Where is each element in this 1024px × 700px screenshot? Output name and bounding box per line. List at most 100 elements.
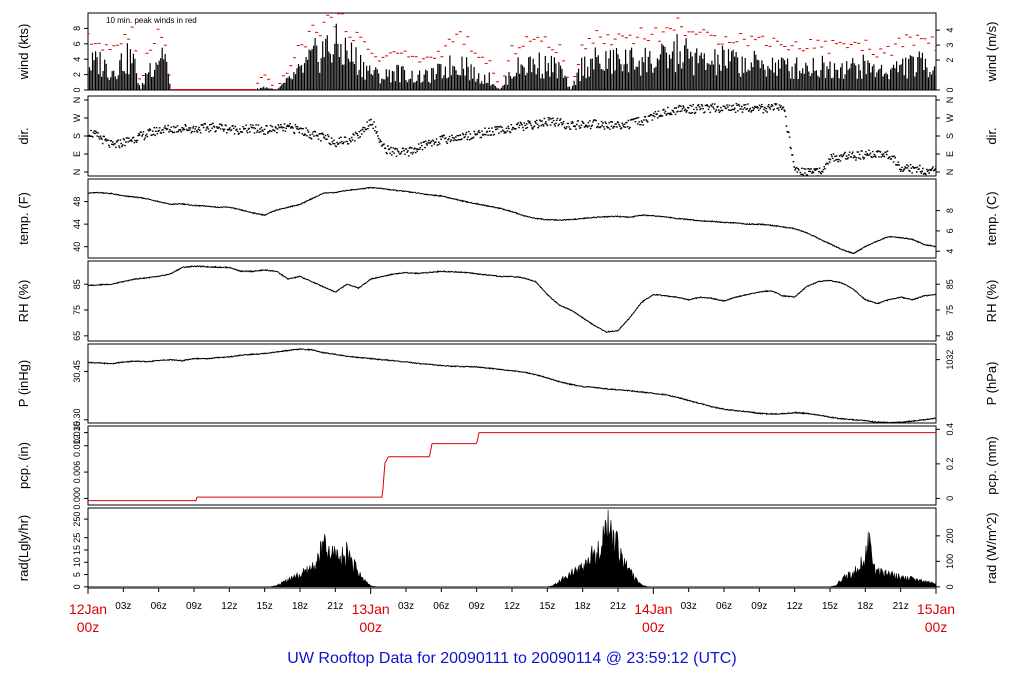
ylabel-left: RH (%): [16, 280, 31, 323]
y-tick-label-left: 65: [72, 331, 82, 341]
y-tick-label-left: 30.30: [72, 409, 82, 432]
y-tick-label-right: 4: [945, 249, 955, 254]
panel-frame: [87, 507, 937, 589]
ylabel-right: dir.: [984, 127, 999, 144]
x-tick-label: 09z: [751, 601, 767, 612]
panel-data: [88, 348, 936, 423]
y-tick-label-left: S: [72, 133, 82, 139]
x-tick-label: 06z: [433, 601, 449, 612]
y-tick-label-right: 65: [945, 331, 955, 341]
y-tick-label-left: 5: [72, 572, 82, 577]
y-tick-label-right: 75: [945, 305, 955, 315]
x-tick-label: 21z: [610, 601, 626, 612]
x-day-label: 13Jan: [352, 601, 390, 617]
x-day-sublabel: 00z: [359, 619, 382, 635]
y-tick-label-left: 30.45: [72, 360, 82, 383]
y-tick-label-right: N: [945, 169, 955, 176]
y-tick-label-left: 0: [72, 584, 82, 589]
x-tick-label: 06z: [716, 601, 732, 612]
y-tick-label-right: 200: [945, 528, 955, 543]
panel-frame: [87, 260, 937, 342]
y-tick-label-right: 85: [945, 279, 955, 289]
panel-data: [88, 186, 936, 255]
y-tick-label-right: 0: [945, 584, 955, 589]
y-tick-label-left: 0.015: [72, 421, 82, 444]
panel-data: [88, 265, 936, 334]
panel-data: [88, 509, 936, 588]
x-tick-label: 12z: [221, 601, 237, 612]
panel-radiation: rad(Lgly/hr) rad (W/m^2) 0 5 10 15 25 250 0 100 20…: [16, 507, 999, 589]
panel-frame: [87, 425, 937, 506]
panel-rh: RH (%) RH (%) 65 75 85 65 75 85: [16, 260, 999, 342]
panel-data: [88, 432, 936, 502]
y-tick-label-right: E: [945, 151, 955, 157]
precip-series-line: [88, 432, 936, 502]
y-tick-label-left: 6: [72, 41, 82, 46]
y-tick-label-right: N: [945, 97, 955, 104]
x-tick-label: 12z: [787, 601, 803, 612]
y-tick-label-right: 0.4: [945, 423, 955, 436]
y-tick-label-right: S: [945, 133, 955, 139]
pressure-series-line: [88, 348, 936, 423]
x-tick-label: 21z: [327, 601, 343, 612]
y-tick-label-left: 8: [72, 26, 82, 31]
y-tick-label-right: 100: [945, 554, 955, 569]
ylabel-left: dir.: [16, 127, 31, 144]
y-tick-label-left: 15: [72, 545, 82, 555]
y-tick-label-left: 2: [72, 72, 82, 77]
x-tick-label: 21z: [893, 601, 909, 612]
y-tick-label-left: 44: [72, 219, 82, 229]
ylabel-left: wind (kts): [16, 24, 31, 81]
ylabel-right: rad (W/m^2): [984, 512, 999, 583]
x-tick-label: 09z: [469, 601, 485, 612]
x-tick-label: 15z: [539, 601, 555, 612]
x-day-sublabel: 00z: [642, 619, 665, 635]
y-tick-label-left: 0.012: [72, 434, 82, 457]
x-tick-label: 03z: [398, 601, 414, 612]
x-tick-label: 18z: [292, 601, 308, 612]
x-day-sublabel: 00z: [925, 619, 948, 635]
wind-calm-line: [140, 88, 573, 90]
rh-series-line: [88, 265, 936, 334]
ylabel-right: temp. (C): [984, 191, 999, 245]
panel-pressure: P (inHg) P (hPa) 30.30 30.45 1032: [16, 343, 999, 432]
panel-frame: [87, 343, 937, 424]
x-day-label: 14Jan: [634, 601, 672, 617]
wind-peak-marks: [88, 13, 936, 86]
panel-data: [88, 13, 936, 90]
panel-frame: [87, 178, 937, 259]
x-day-label: 15Jan: [917, 601, 955, 617]
panel-wind: wind (kts) wind (m/s) 0 2 4 6 8 0 2 3 4 10 min. pea…: [16, 12, 999, 93]
panel-annotation: 10 min. peak winds in red: [106, 16, 197, 25]
y-tick-label-left: 85: [72, 279, 82, 289]
y-tick-label-left: 250: [72, 512, 82, 527]
y-tick-label-right: 4: [945, 28, 955, 33]
ylabel-right: pcp. (mm): [984, 436, 999, 495]
ylabel-left: pcp. (in): [16, 442, 31, 489]
y-tick-label-right: 3: [945, 43, 955, 48]
x-tick-label: 03z: [681, 601, 697, 612]
y-tick-label-right: 8: [945, 208, 955, 213]
radiation-area: [88, 509, 936, 588]
x-tick-label: 15z: [822, 601, 838, 612]
y-tick-label-left: 75: [72, 305, 82, 315]
y-tick-label-left: 40: [72, 242, 82, 252]
x-tick-label: 03z: [115, 601, 131, 612]
y-tick-label-left: 0: [72, 87, 82, 92]
ylabel-right: wind (m/s): [984, 22, 999, 83]
time-axis: 03z 06z 09z 12z 15z 18z 21z 03z 06z 09z 12z 15z 18z 2…: [69, 588, 955, 635]
x-tick-label: 06z: [151, 601, 167, 612]
y-tick-label-left: N: [72, 169, 82, 176]
y-tick-label-right: 0.2: [945, 458, 955, 471]
wind-direction-dots: [88, 102, 936, 176]
wind-speed-bars: [88, 23, 936, 90]
panel-data: [88, 102, 936, 176]
ylabel-left: P (inHg): [16, 360, 31, 407]
panel-dir: dir. dir. N E S W N N E S W N: [16, 95, 999, 177]
y-tick-label-left: E: [72, 151, 82, 157]
temp-series-line: [88, 186, 936, 255]
x-tick-label: 09z: [186, 601, 202, 612]
x-tick-label: 18z: [575, 601, 591, 612]
y-tick-label-left: W: [72, 113, 82, 122]
